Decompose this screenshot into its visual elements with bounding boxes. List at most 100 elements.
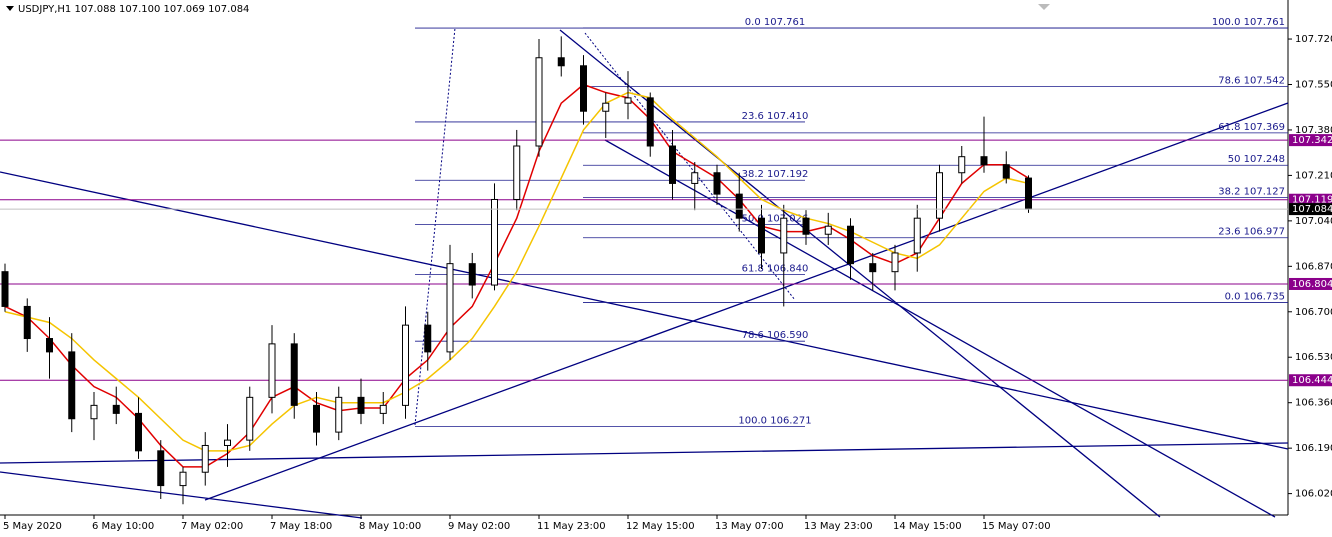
candle-body bbox=[446, 263, 454, 353]
shift-marker bbox=[1038, 4, 1050, 10]
y-tick-label: 107.380 bbox=[1295, 125, 1332, 136]
fib-label: 78.6 107.542 bbox=[1218, 76, 1285, 87]
fib-label: 38.2 107.192 bbox=[742, 169, 809, 180]
fib-label: 0.0 106.735 bbox=[1225, 291, 1285, 302]
x-tick-label: 9 May 02:00 bbox=[448, 521, 510, 532]
current-price-badge bbox=[1289, 203, 1332, 216]
level-badge bbox=[1289, 374, 1332, 387]
fib-label: 78.6 106.590 bbox=[742, 330, 809, 341]
level-badge bbox=[1289, 134, 1332, 147]
candle-body bbox=[980, 156, 988, 166]
fib-anchor bbox=[584, 32, 796, 301]
fib-label: 61.8 107.369 bbox=[1218, 122, 1285, 133]
level-label: 106.444 bbox=[1292, 375, 1332, 386]
trendline bbox=[559, 29, 1161, 518]
trendline bbox=[204, 102, 1289, 501]
moving-average bbox=[4, 91, 1029, 452]
x-tick-label: 8 May 10:00 bbox=[359, 521, 421, 532]
candle-body bbox=[290, 343, 298, 406]
x-tick-label: 7 May 02:00 bbox=[181, 521, 243, 532]
fib-label: 23.6 106.977 bbox=[1218, 227, 1285, 238]
fib-anchor bbox=[414, 27, 456, 426]
moving-average bbox=[4, 83, 1029, 468]
y-tick-label: 107.210 bbox=[1295, 170, 1332, 181]
fib-label: 38.2 107.127 bbox=[1218, 187, 1285, 198]
trendline bbox=[0, 471, 363, 519]
current-price-label: 107.084 bbox=[1292, 204, 1332, 215]
candle-body bbox=[580, 65, 587, 112]
y-tick-label: 106.190 bbox=[1295, 443, 1332, 454]
fib-label: 23.6 107.410 bbox=[742, 111, 809, 122]
candle-body bbox=[602, 102, 610, 112]
candle-body bbox=[335, 396, 343, 433]
candle-body bbox=[135, 412, 142, 452]
candle-body bbox=[68, 351, 76, 420]
candle-body bbox=[535, 57, 543, 147]
candle-body bbox=[90, 404, 98, 420]
candle-body bbox=[424, 324, 432, 353]
candle-body bbox=[468, 263, 476, 286]
x-tick-label: 13 May 07:00 bbox=[715, 521, 784, 532]
candle-body bbox=[958, 156, 966, 174]
candle-body bbox=[246, 396, 254, 441]
candle-body bbox=[669, 145, 676, 184]
candle-body bbox=[780, 217, 788, 254]
y-tick-label: 107.550 bbox=[1295, 79, 1332, 90]
fib-label: 50.0 107.026 bbox=[742, 214, 809, 225]
candle-body bbox=[624, 97, 632, 104]
level-badge bbox=[1289, 193, 1332, 206]
candle-body bbox=[402, 324, 409, 406]
candle-body bbox=[201, 444, 209, 473]
candle-body bbox=[713, 172, 721, 195]
candle-body bbox=[646, 97, 654, 147]
level-label: 107.342 bbox=[1292, 135, 1332, 146]
candle-body bbox=[23, 305, 31, 340]
candle-body bbox=[1025, 177, 1032, 210]
x-tick-label: 11 May 23:00 bbox=[537, 521, 606, 532]
y-tick-label: 106.360 bbox=[1295, 398, 1332, 409]
candle-body bbox=[869, 263, 877, 273]
candle-body bbox=[268, 343, 276, 398]
x-tick-label: 6 May 10:00 bbox=[92, 521, 154, 532]
x-tick-label: 14 May 15:00 bbox=[893, 521, 962, 532]
x-tick-label: 7 May 18:00 bbox=[270, 521, 332, 532]
candle-body bbox=[46, 338, 53, 353]
candle-body bbox=[357, 396, 365, 414]
x-tick-label: 12 May 15:00 bbox=[626, 521, 695, 532]
fib-label: 100.0 107.761 bbox=[1212, 17, 1285, 28]
trendlines bbox=[0, 27, 1289, 519]
y-tick-label: 107.040 bbox=[1295, 216, 1332, 227]
candle-body bbox=[913, 217, 921, 254]
candle-body bbox=[379, 404, 387, 414]
candle-body bbox=[1, 271, 9, 307]
candle-body bbox=[847, 225, 854, 265]
candle-body bbox=[112, 404, 120, 414]
candle-body bbox=[824, 225, 832, 235]
candle-body bbox=[513, 145, 521, 200]
candle-body bbox=[179, 471, 187, 487]
chart-title: USDJPY,H1 107.088 107.100 107.069 107.08… bbox=[18, 4, 249, 15]
y-tick-label: 106.700 bbox=[1295, 307, 1332, 318]
candle-body bbox=[891, 252, 899, 273]
candle-body bbox=[224, 439, 231, 446]
y-tick-label: 106.530 bbox=[1295, 352, 1332, 363]
y-tick-label: 106.870 bbox=[1295, 261, 1332, 272]
y-tick-label: 107.720 bbox=[1295, 34, 1332, 45]
candle-body bbox=[936, 172, 943, 219]
symbol-arrow bbox=[6, 6, 14, 11]
x-tick-label: 13 May 23:00 bbox=[804, 521, 873, 532]
candle-body bbox=[313, 404, 320, 433]
fib-label: 100.0 106.271 bbox=[738, 415, 811, 426]
level-label: 106.804 bbox=[1292, 279, 1332, 290]
candle-body bbox=[557, 57, 565, 67]
fib-label: 50 107.248 bbox=[1228, 154, 1285, 165]
candle-body bbox=[758, 217, 765, 254]
candle-body bbox=[802, 217, 810, 235]
x-tick-label: 15 May 07:00 bbox=[982, 521, 1051, 532]
candle-body bbox=[691, 172, 699, 184]
level-badge bbox=[1289, 277, 1332, 290]
x-tick-label: 5 May 2020 bbox=[3, 521, 62, 532]
candle-body bbox=[735, 193, 743, 219]
